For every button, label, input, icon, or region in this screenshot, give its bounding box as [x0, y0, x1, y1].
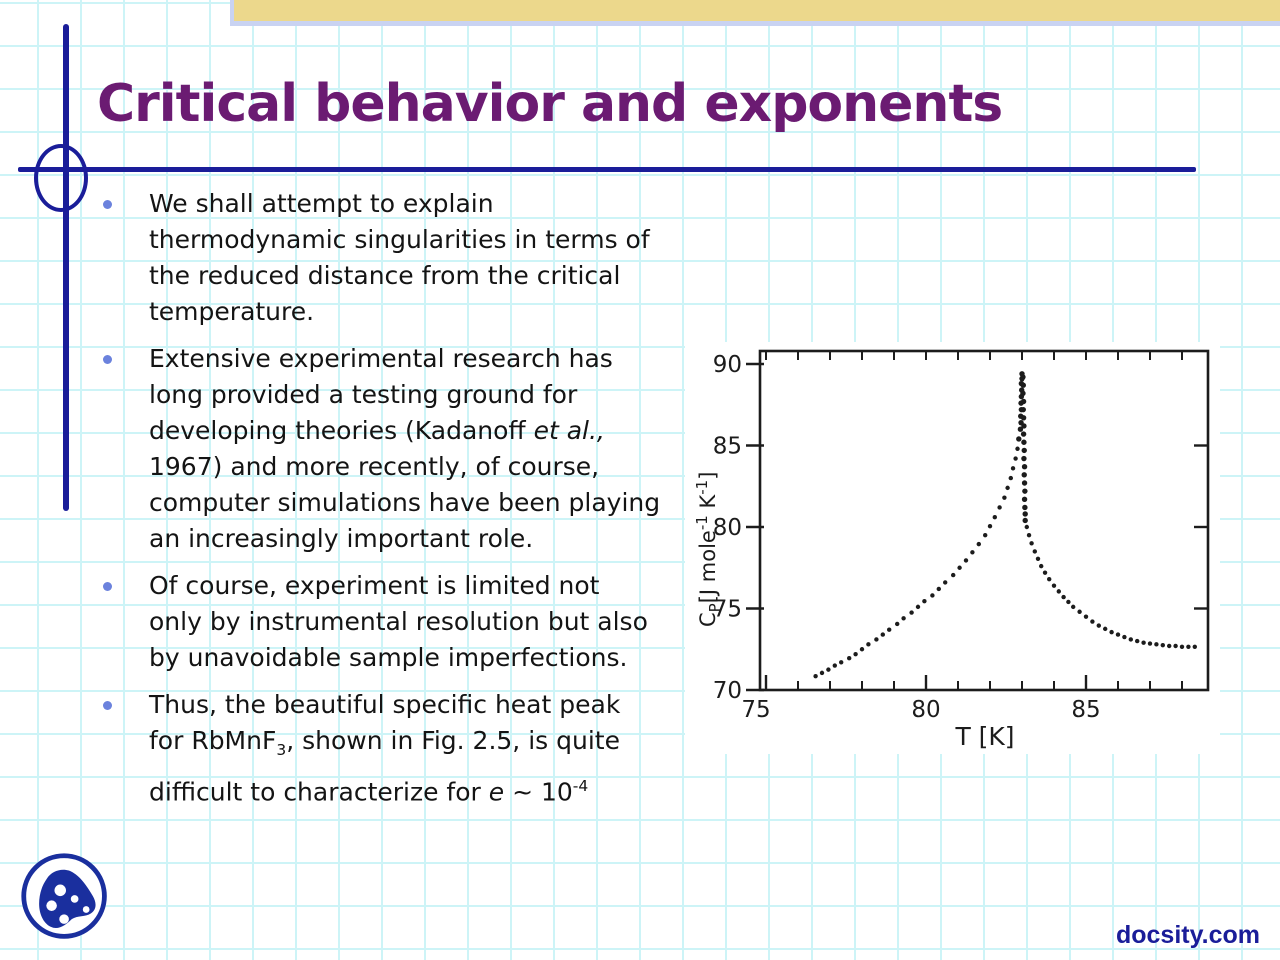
svg-text:80: 80: [911, 697, 940, 723]
bullet-item: Of course, experiment is limited not only…: [95, 568, 695, 676]
docsity-logo-icon: [21, 853, 107, 939]
svg-text:85: 85: [713, 434, 742, 460]
bullet-marker-icon: [103, 200, 112, 209]
svg-text:75: 75: [713, 597, 742, 623]
bullet-text: Extensive experimental research has long …: [149, 344, 661, 553]
svg-text:75: 75: [741, 697, 770, 723]
bullet-marker-icon: [103, 701, 112, 710]
header-bar: [234, 0, 1280, 21]
bullet-text: We shall attempt to explain thermodynamic…: [149, 189, 650, 326]
svg-text:90: 90: [713, 352, 742, 378]
svg-text:85: 85: [1071, 697, 1100, 723]
svg-text:70: 70: [713, 678, 742, 704]
circle-ornament: [34, 144, 88, 212]
vertical-rule: [63, 24, 69, 511]
bullet-marker-icon: [103, 355, 112, 364]
bullet-list: We shall attempt to explain thermodynamic…: [95, 186, 695, 821]
title-underline: [18, 167, 1196, 172]
bullet-marker-icon: [103, 582, 112, 591]
svg-text:80: 80: [713, 515, 742, 541]
svg-text:CP[J mole-1 K-1]: CP[J mole-1 K-1]: [693, 472, 724, 627]
bullet-item: Extensive experimental research has long …: [95, 341, 695, 557]
bullet-text: Thus, the beautiful specific heat peak fo…: [149, 690, 621, 807]
specific-heat-figure: 70 75 80 85 90 75 80 85 T [K] CP[J mole-1 K-1]: [685, 342, 1220, 754]
bullet-text: Of course, experiment is limited not only…: [149, 571, 648, 672]
bullet-item: Thus, the beautiful specific heat peak fo…: [95, 687, 695, 810]
svg-text:T [K]: T [K]: [954, 722, 1014, 751]
page-title: Critical behavior and exponents: [97, 74, 1003, 134]
watermark: docsity.com: [1115, 921, 1260, 949]
bullet-item: We shall attempt to explain thermodynamic…: [95, 186, 695, 330]
